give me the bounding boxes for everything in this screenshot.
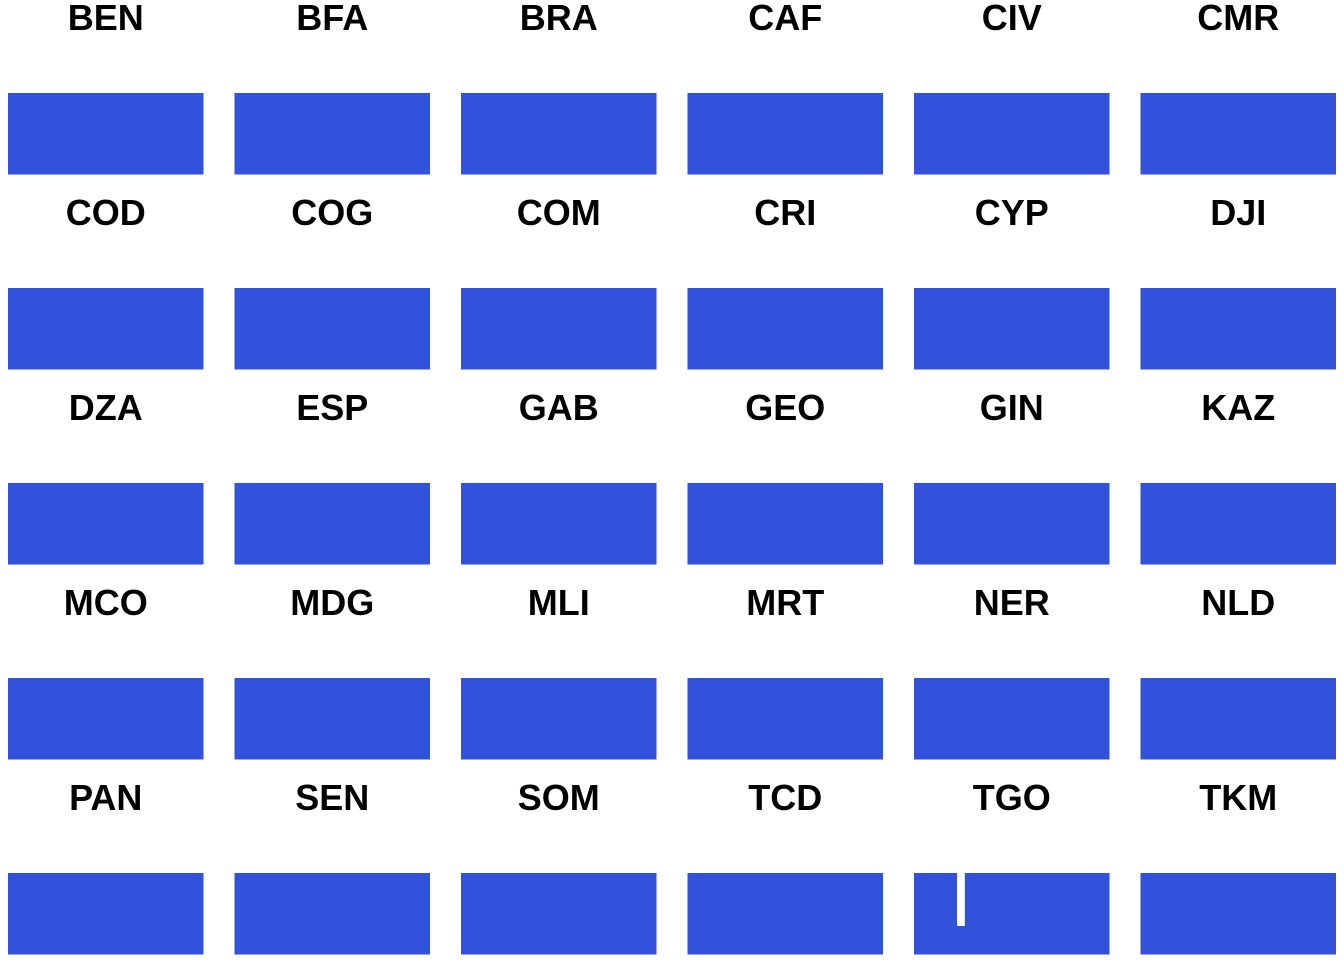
bar-segment [914, 483, 1110, 565]
panel-tgo: TGO [914, 777, 1110, 955]
bar-segment [8, 873, 204, 955]
panel-civ: CIV [914, 0, 1110, 175]
panel-title: KAZ [1201, 387, 1275, 428]
bar-segment [461, 873, 657, 955]
bar-segment [1140, 288, 1336, 370]
bar-segment [461, 678, 657, 760]
panel-nld: NLD [1140, 582, 1336, 760]
panel-gab: GAB [461, 387, 657, 565]
bar-segment [687, 873, 883, 955]
panel-title: MLI [528, 582, 590, 623]
bar-segment [8, 288, 204, 370]
panel-title: BFA [296, 0, 368, 38]
panel-title: MRT [746, 582, 824, 623]
panel-title: ESP [296, 387, 368, 428]
bar-segment [687, 483, 883, 565]
bar-segment [914, 288, 1110, 370]
panel-caf: CAF [687, 0, 883, 175]
panel-title: TKM [1199, 777, 1277, 818]
panel-bra: BRA [461, 0, 657, 175]
bar-segment [461, 483, 657, 565]
panel-cmr: CMR [1140, 0, 1336, 175]
panel-ben: BEN [8, 0, 204, 175]
panel-mrt: MRT [687, 582, 883, 760]
panel-cog: COG [234, 192, 430, 370]
bar-segment [914, 678, 1110, 760]
panel-title: NER [974, 582, 1050, 623]
bar-segment [234, 288, 430, 370]
panel-cod: COD [8, 192, 204, 370]
panel-title: CYP [975, 192, 1049, 233]
bar-segment [1140, 873, 1336, 955]
bar-segment [461, 288, 657, 370]
bar-segment [687, 678, 883, 760]
panel-mco: MCO [8, 582, 204, 760]
panel-ner: NER [914, 582, 1110, 760]
bar-segment [914, 873, 1110, 955]
panel-title: BEN [68, 0, 144, 38]
bar-segment [1140, 93, 1336, 175]
bar-segment [687, 93, 883, 175]
panel-dji: DJI [1140, 192, 1336, 370]
panel-title: COM [517, 192, 601, 233]
panel-dza: DZA [8, 387, 204, 565]
panel-tkm: TKM [1140, 777, 1336, 955]
bar-segment [687, 288, 883, 370]
panel-som: SOM [461, 777, 657, 955]
bar-segment [914, 93, 1110, 175]
panel-title: DJI [1210, 192, 1266, 233]
bar-segment [8, 678, 204, 760]
panel-title: CMR [1197, 0, 1279, 38]
bar-segment [1140, 483, 1336, 565]
panel-esp: ESP [234, 387, 430, 565]
panel-title: SEN [295, 777, 369, 818]
panel-cyp: CYP [914, 192, 1110, 370]
bar-segment [461, 93, 657, 175]
panel-title: CRI [754, 192, 816, 233]
bar-segment [8, 483, 204, 565]
panel-title: COD [66, 192, 146, 233]
panel-bfa: BFA [234, 0, 430, 175]
panel-title: PAN [69, 777, 142, 818]
bar-segment [8, 93, 204, 175]
bar-gap [957, 873, 965, 926]
panel-com: COM [461, 192, 657, 370]
bar-segment [234, 873, 430, 955]
bar-segment [234, 93, 430, 175]
panel-title: MDG [290, 582, 374, 623]
panel-kaz: KAZ [1140, 387, 1336, 565]
panel-geo: GEO [687, 387, 883, 565]
bar-segment [234, 483, 430, 565]
panel-title: DZA [69, 387, 143, 428]
bar-segment [1140, 678, 1336, 760]
panel-title: NLD [1201, 582, 1275, 623]
panel-title: TCD [748, 777, 822, 818]
panel-mli: MLI [461, 582, 657, 760]
panel-gin: GIN [914, 387, 1110, 565]
panel-title: TGO [973, 777, 1051, 818]
panel-title: CAF [748, 0, 822, 38]
panel-title: GAB [519, 387, 599, 428]
panel-title: BRA [520, 0, 598, 38]
panel-mdg: MDG [234, 582, 430, 760]
panel-title: COG [291, 192, 373, 233]
bar-segment [234, 678, 430, 760]
panel-cri: CRI [687, 192, 883, 370]
panel-tcd: TCD [687, 777, 883, 955]
panel-sen: SEN [234, 777, 430, 955]
panel-title: CIV [982, 0, 1042, 38]
panel-title: SOM [518, 777, 600, 818]
panel-title: GEO [745, 387, 825, 428]
panel-pan: PAN [8, 777, 204, 955]
panel-title: GIN [980, 387, 1044, 428]
panel-title: MCO [64, 582, 148, 623]
